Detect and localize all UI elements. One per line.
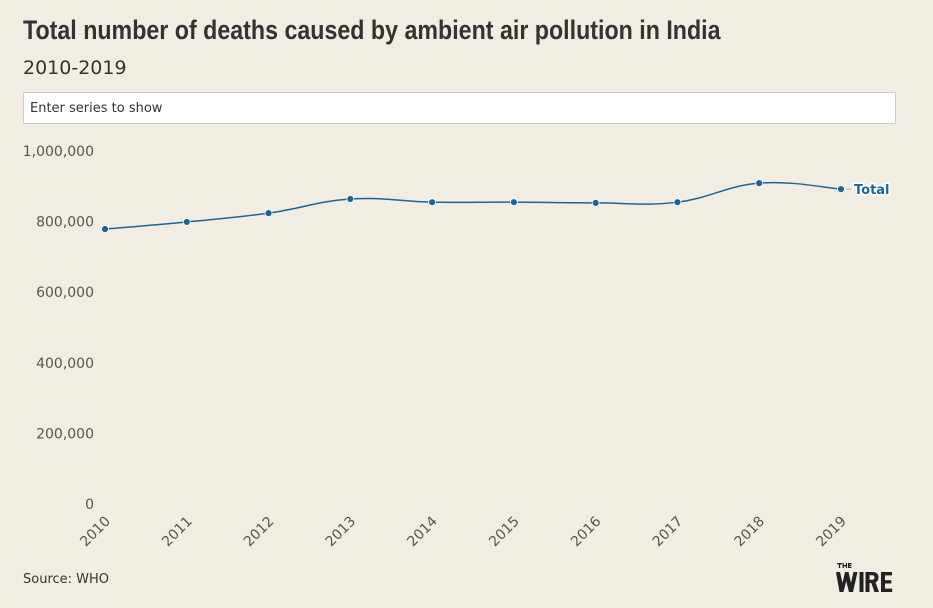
x-tick-label: 2012 (241, 514, 278, 551)
the-wire-logo (836, 562, 900, 596)
y-tick-label: 0 (85, 497, 94, 513)
source-note: Source: WHO (23, 572, 110, 587)
y-tick-label: 1,000,000 (23, 144, 94, 160)
x-tick-label: 2016 (568, 513, 605, 550)
data-point (346, 195, 355, 203)
y-tick-label: 400,000 (36, 356, 94, 372)
data-point (509, 198, 518, 207)
data-point (182, 218, 191, 226)
data-point (591, 198, 600, 207)
chart-subtitle: 2010-2019 (23, 57, 127, 79)
x-tick-label: 2013 (323, 514, 360, 551)
x-tick-label: 2019 (813, 514, 850, 551)
x-tick-label: 2010 (77, 514, 114, 551)
y-tick-label: 600,000 (36, 285, 94, 301)
y-tick-label: 200,000 (36, 426, 94, 442)
data-point (755, 179, 764, 188)
data-point (264, 209, 273, 218)
data-point (673, 198, 682, 207)
line-chart: 0 200,000 400,000 600,000 800,000 1,000,000 20… (23, 144, 891, 551)
x-tick-label: 2017 (650, 514, 687, 551)
data-point (101, 225, 109, 233)
x-tick-label: 2014 (404, 513, 441, 550)
x-tick-label: 2015 (486, 514, 523, 551)
x-tick-label: 2011 (159, 514, 196, 551)
x-tick-label: 2018 (732, 514, 769, 551)
series-label: Total (854, 183, 890, 198)
series-line (104, 181, 842, 230)
y-tick-label: 800,000 (36, 215, 94, 231)
data-point (837, 185, 845, 194)
series-search-input[interactable] (23, 92, 896, 124)
data-point (428, 198, 437, 207)
chart-title: Total number of deaths caused by ambient… (23, 15, 721, 45)
